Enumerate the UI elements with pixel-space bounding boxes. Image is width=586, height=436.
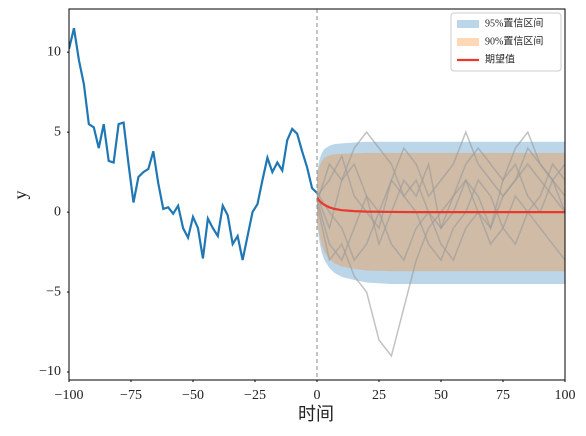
sample-path	[316, 130, 565, 230]
x-tick-label: 25	[372, 388, 386, 403]
legend-label: 95%置信区间	[485, 16, 543, 29]
legend-label: 期望值	[485, 52, 515, 65]
y-tick-label: 0	[54, 204, 61, 219]
legend-swatch	[457, 20, 479, 28]
x-tick-label: −50	[182, 388, 204, 403]
x-axis-label: 时间	[298, 404, 334, 424]
legend-swatch	[457, 38, 479, 46]
x-tick-label: −75	[120, 388, 142, 403]
plot	[69, 9, 565, 380]
expected-line	[316, 197, 565, 214]
history-line	[69, 27, 318, 261]
sample-path	[316, 130, 565, 230]
sample-path	[316, 194, 565, 262]
legend-box	[450, 12, 562, 72]
y-axis-label: y	[10, 191, 30, 200]
x-tick-label: −25	[244, 388, 266, 403]
y-tick-label: 5	[54, 124, 61, 139]
y-tick-label: −10	[39, 364, 61, 379]
x-tick-label: −100	[55, 388, 84, 403]
y-tick-label: −5	[46, 284, 61, 299]
x-tick-label: 75	[496, 388, 510, 403]
x-tick-label: 100	[555, 388, 576, 403]
legend-label: 90%置信区间	[485, 34, 543, 47]
y-tick-label: 10	[47, 44, 61, 59]
x-tick-label: 0	[314, 388, 321, 403]
sample-path	[316, 162, 565, 262]
x-tick-label: 50	[434, 388, 448, 403]
